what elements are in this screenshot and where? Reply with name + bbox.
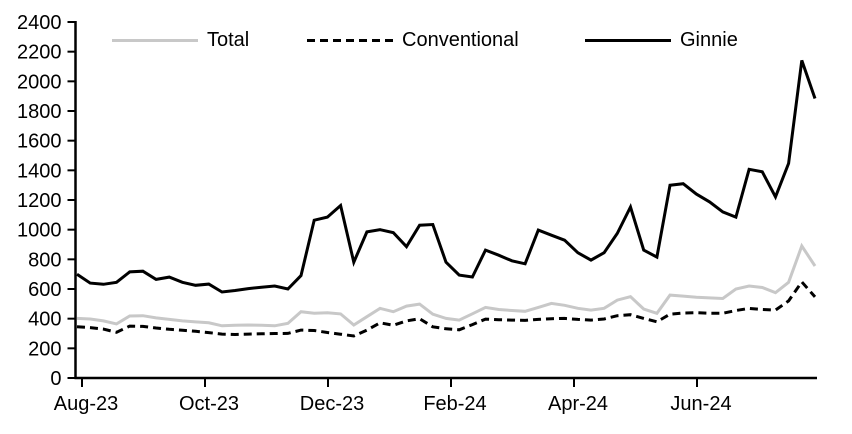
legend-item-conventional[interactable]: Conventional [307, 28, 519, 52]
x-axis-tick-label: Dec-23 [300, 393, 364, 415]
y-axis-tick-label: 1600 [17, 131, 62, 153]
legend-label-total: Total [207, 28, 250, 51]
legend-line-total-icon [112, 38, 198, 42]
legend-label-ginnie: Ginnie [680, 28, 738, 51]
x-axis-tick-label: Aug-23 [54, 393, 119, 415]
y-axis-tick-label: 1400 [17, 160, 62, 182]
x-axis-tick-label: Oct-23 [179, 393, 239, 415]
x-axis-tick-label: Jun-24 [670, 393, 731, 415]
y-axis-tick-label: 1800 [17, 101, 62, 123]
series-line-conventional [76, 279, 817, 338]
legend-line-ginnie-icon [585, 38, 671, 42]
y-axis-tick-label: 400 [28, 309, 61, 331]
legend-label-conventional: Conventional [402, 28, 519, 51]
legend-item-ginnie[interactable]: Ginnie [585, 28, 738, 52]
x-axis-tick-label: Feb-24 [423, 393, 486, 415]
x-axis-tick-label: Apr-24 [548, 393, 608, 415]
legend-item-total[interactable]: Total [112, 28, 249, 52]
y-axis-tick-label: 1000 [17, 220, 62, 242]
y-axis-tick-label: 600 [28, 279, 61, 301]
legend-line-conventional-icon [307, 38, 393, 42]
series-line-total [76, 242, 817, 328]
series-line-ginnie [76, 59, 817, 294]
y-axis-tick-label: 200 [28, 338, 61, 360]
y-axis-tick-label: 2200 [17, 42, 62, 64]
y-axis-tick-label: 2000 [17, 71, 62, 93]
y-axis-tick-label: 1200 [17, 190, 62, 212]
y-axis-tick-label: 800 [28, 249, 61, 271]
y-axis-tick-label: 2400 [17, 12, 62, 34]
y-axis-tick-label: 0 [50, 368, 61, 390]
